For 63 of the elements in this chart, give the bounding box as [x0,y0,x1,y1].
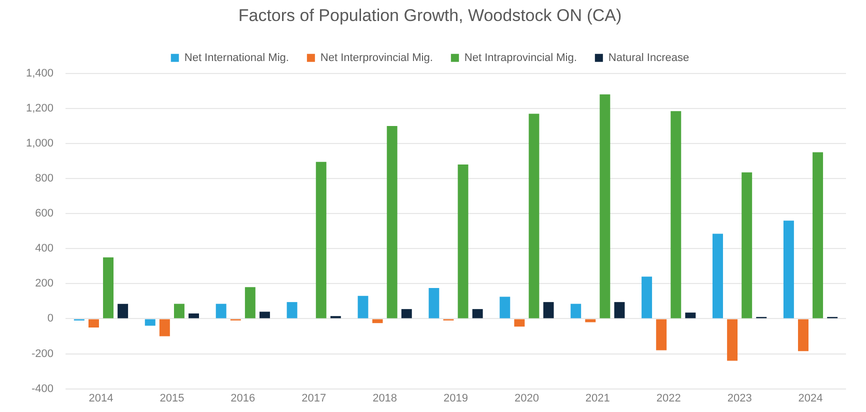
x-tick-label: 2019 [444,392,468,404]
bar [528,114,540,318]
x-tick-label: 2020 [514,392,539,404]
y-tick-label: -200 [31,348,54,360]
bar [174,304,184,318]
bar [712,234,723,318]
y-tick-label: 600 [35,208,54,220]
x-tick-label: 2015 [160,392,184,404]
bar [386,126,398,318]
x-tick-label: 2022 [656,392,681,404]
bar [358,296,368,318]
x-tick-label: 2016 [230,392,256,404]
y-tick-label: 200 [35,278,54,290]
bar [259,312,270,318]
y-tick-label: 1,000 [26,138,54,150]
bar [642,276,652,318]
bar [118,304,128,318]
y-tick-label: 1,400 [26,67,54,80]
bar [585,319,596,322]
legend-label: Net International Mig. [184,52,289,64]
bar [472,309,483,318]
y-tick-label: -400 [31,382,54,395]
y-tick-label: 0 [47,312,54,325]
bar [727,319,738,361]
bar [428,288,440,318]
bar [216,304,226,318]
bar [600,94,610,318]
x-tick-label: 2021 [585,392,610,404]
x-tick-label: 2024 [798,392,823,404]
bar [103,257,114,318]
bar [543,302,554,318]
bar [500,296,510,318]
legend-label: Natural Increase [608,52,690,64]
bar [144,319,156,326]
bar [159,319,170,336]
legend-label: Net Intraprovincial Mig. [464,52,577,64]
bar [656,319,667,350]
bar [798,319,808,352]
x-tick-label: 2023 [727,392,752,404]
bar [742,172,752,318]
bar [88,319,99,328]
bar [812,152,824,318]
bar [670,111,682,318]
bar [401,309,412,318]
x-tick-label: 2018 [372,392,398,404]
y-tick-label: 1,200 [26,102,54,114]
bar [188,313,200,318]
bar [286,302,298,318]
legend-label: Net Interprovincial Mig. [320,52,433,64]
y-tick-label: 400 [35,242,54,255]
bar [783,220,794,318]
x-tick-label: 2017 [302,392,326,404]
bar [458,164,468,318]
y-tick-label: 800 [35,172,54,185]
bar [316,162,326,318]
bar [614,302,625,318]
x-tick-label: 2014 [88,392,114,404]
chart-title: Factors of Population Growth, Woodstock ON (CA) [238,6,622,25]
bar [514,319,525,327]
bar [685,312,696,318]
bar [570,304,582,318]
bar [372,319,383,324]
bar [244,287,256,318]
